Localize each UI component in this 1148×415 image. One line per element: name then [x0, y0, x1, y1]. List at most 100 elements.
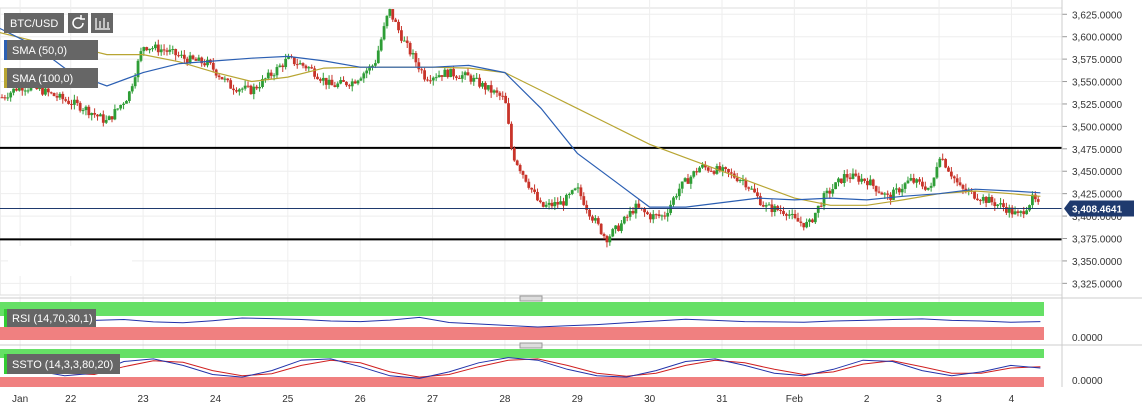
candle-body — [947, 167, 950, 172]
refresh-button[interactable] — [68, 13, 88, 33]
candle-body — [9, 92, 13, 98]
y-tick-label: 3,350.0000 — [1072, 257, 1122, 268]
ssto-resize-handle[interactable] — [519, 342, 543, 349]
candle-body — [61, 93, 65, 100]
candle-body — [929, 185, 933, 188]
candle-body — [20, 85, 24, 91]
candle-body — [686, 178, 690, 184]
candle-body — [886, 193, 890, 195]
sma-label-box — [4, 68, 98, 88]
candle-body — [17, 85, 21, 91]
candle-body — [29, 86, 33, 91]
candle-body — [550, 202, 554, 207]
candle-body — [307, 67, 311, 69]
candle-body — [368, 66, 371, 71]
ssto-axis-value: 0.0000 — [1072, 376, 1103, 387]
y-tick-label: 3,325.0000 — [1072, 279, 1122, 290]
candle-body — [614, 225, 618, 230]
candle-body — [839, 178, 843, 183]
candle-body — [790, 213, 794, 215]
sma-color-swatch — [4, 68, 7, 88]
candle-body — [237, 89, 241, 92]
candle-body — [385, 15, 389, 27]
candle-body — [730, 172, 733, 174]
x-tick-label: Jan — [12, 394, 28, 405]
candle-body — [125, 100, 128, 104]
candle-body — [874, 185, 878, 192]
candle-body — [567, 194, 571, 196]
chart-type-button[interactable] — [91, 13, 113, 33]
candle-body — [565, 194, 568, 206]
candle-body — [379, 39, 383, 51]
candle-body — [880, 192, 884, 195]
candle-body — [12, 88, 15, 93]
candle-body — [284, 58, 288, 68]
candle-body — [177, 55, 180, 57]
candle-body — [822, 193, 826, 207]
candle-body — [654, 214, 658, 216]
candle-body — [909, 178, 913, 181]
candle-body — [99, 114, 102, 117]
candle-body — [863, 178, 866, 181]
candle-body — [570, 190, 574, 195]
candle-body — [428, 80, 432, 82]
candle-body — [1002, 203, 1005, 207]
candle-body — [949, 171, 953, 177]
candle-body — [990, 196, 994, 203]
ssto-label: SSTO (14,3,3,80,20) — [12, 359, 113, 371]
x-tick-label: 3 — [936, 394, 942, 405]
candle-body — [796, 218, 800, 222]
candle-body — [130, 86, 134, 92]
candle-body — [240, 88, 244, 90]
candle-body — [663, 215, 667, 217]
candle-body — [472, 77, 476, 82]
sma-50-label: SMA (50,0) — [12, 45, 67, 57]
candle-body — [651, 214, 655, 220]
candle-body — [206, 59, 209, 66]
candle-body — [434, 77, 438, 79]
candle-body — [365, 70, 369, 74]
candle-body — [657, 214, 661, 217]
candle-body — [333, 85, 337, 87]
candle-body — [402, 40, 406, 42]
bar-chart-icon — [95, 18, 110, 30]
candle-body — [605, 236, 609, 243]
candle-body — [932, 177, 936, 186]
candle-body — [457, 77, 461, 79]
rsi-resize-handle[interactable] — [519, 295, 543, 302]
candle-body — [952, 176, 956, 179]
candle-body — [165, 50, 169, 52]
rsi-mid-band — [0, 316, 1044, 327]
candle-body — [620, 223, 623, 231]
candle-body — [541, 202, 545, 207]
x-tick-label: Feb — [786, 394, 804, 405]
candle-body — [582, 196, 586, 205]
candle-body — [446, 69, 450, 78]
candle-body — [67, 100, 70, 104]
candle-body — [287, 56, 290, 59]
candle-body — [608, 236, 612, 243]
candle-body — [281, 65, 285, 68]
candle-body — [101, 114, 105, 123]
candle-body — [599, 223, 603, 235]
candle-body — [38, 87, 42, 90]
candle-body — [463, 72, 467, 76]
x-tick-label: 31 — [716, 394, 728, 405]
candle-body — [423, 70, 426, 80]
candle-body — [489, 85, 493, 93]
candle-body — [449, 68, 453, 78]
candle-body — [987, 196, 991, 203]
rsi-oversold-band — [0, 327, 1044, 340]
candle-body — [593, 218, 597, 221]
candle-body — [646, 212, 649, 215]
candle-body — [136, 60, 140, 78]
candle-body — [993, 202, 997, 206]
sma-100-label: SMA (100,0) — [12, 73, 73, 85]
candle-body — [637, 203, 641, 208]
candle-body — [110, 116, 114, 120]
candle-body — [96, 114, 99, 117]
candle-body — [382, 26, 386, 40]
candle-body — [52, 93, 56, 97]
candle-body — [23, 90, 27, 92]
candle-body — [232, 88, 235, 91]
